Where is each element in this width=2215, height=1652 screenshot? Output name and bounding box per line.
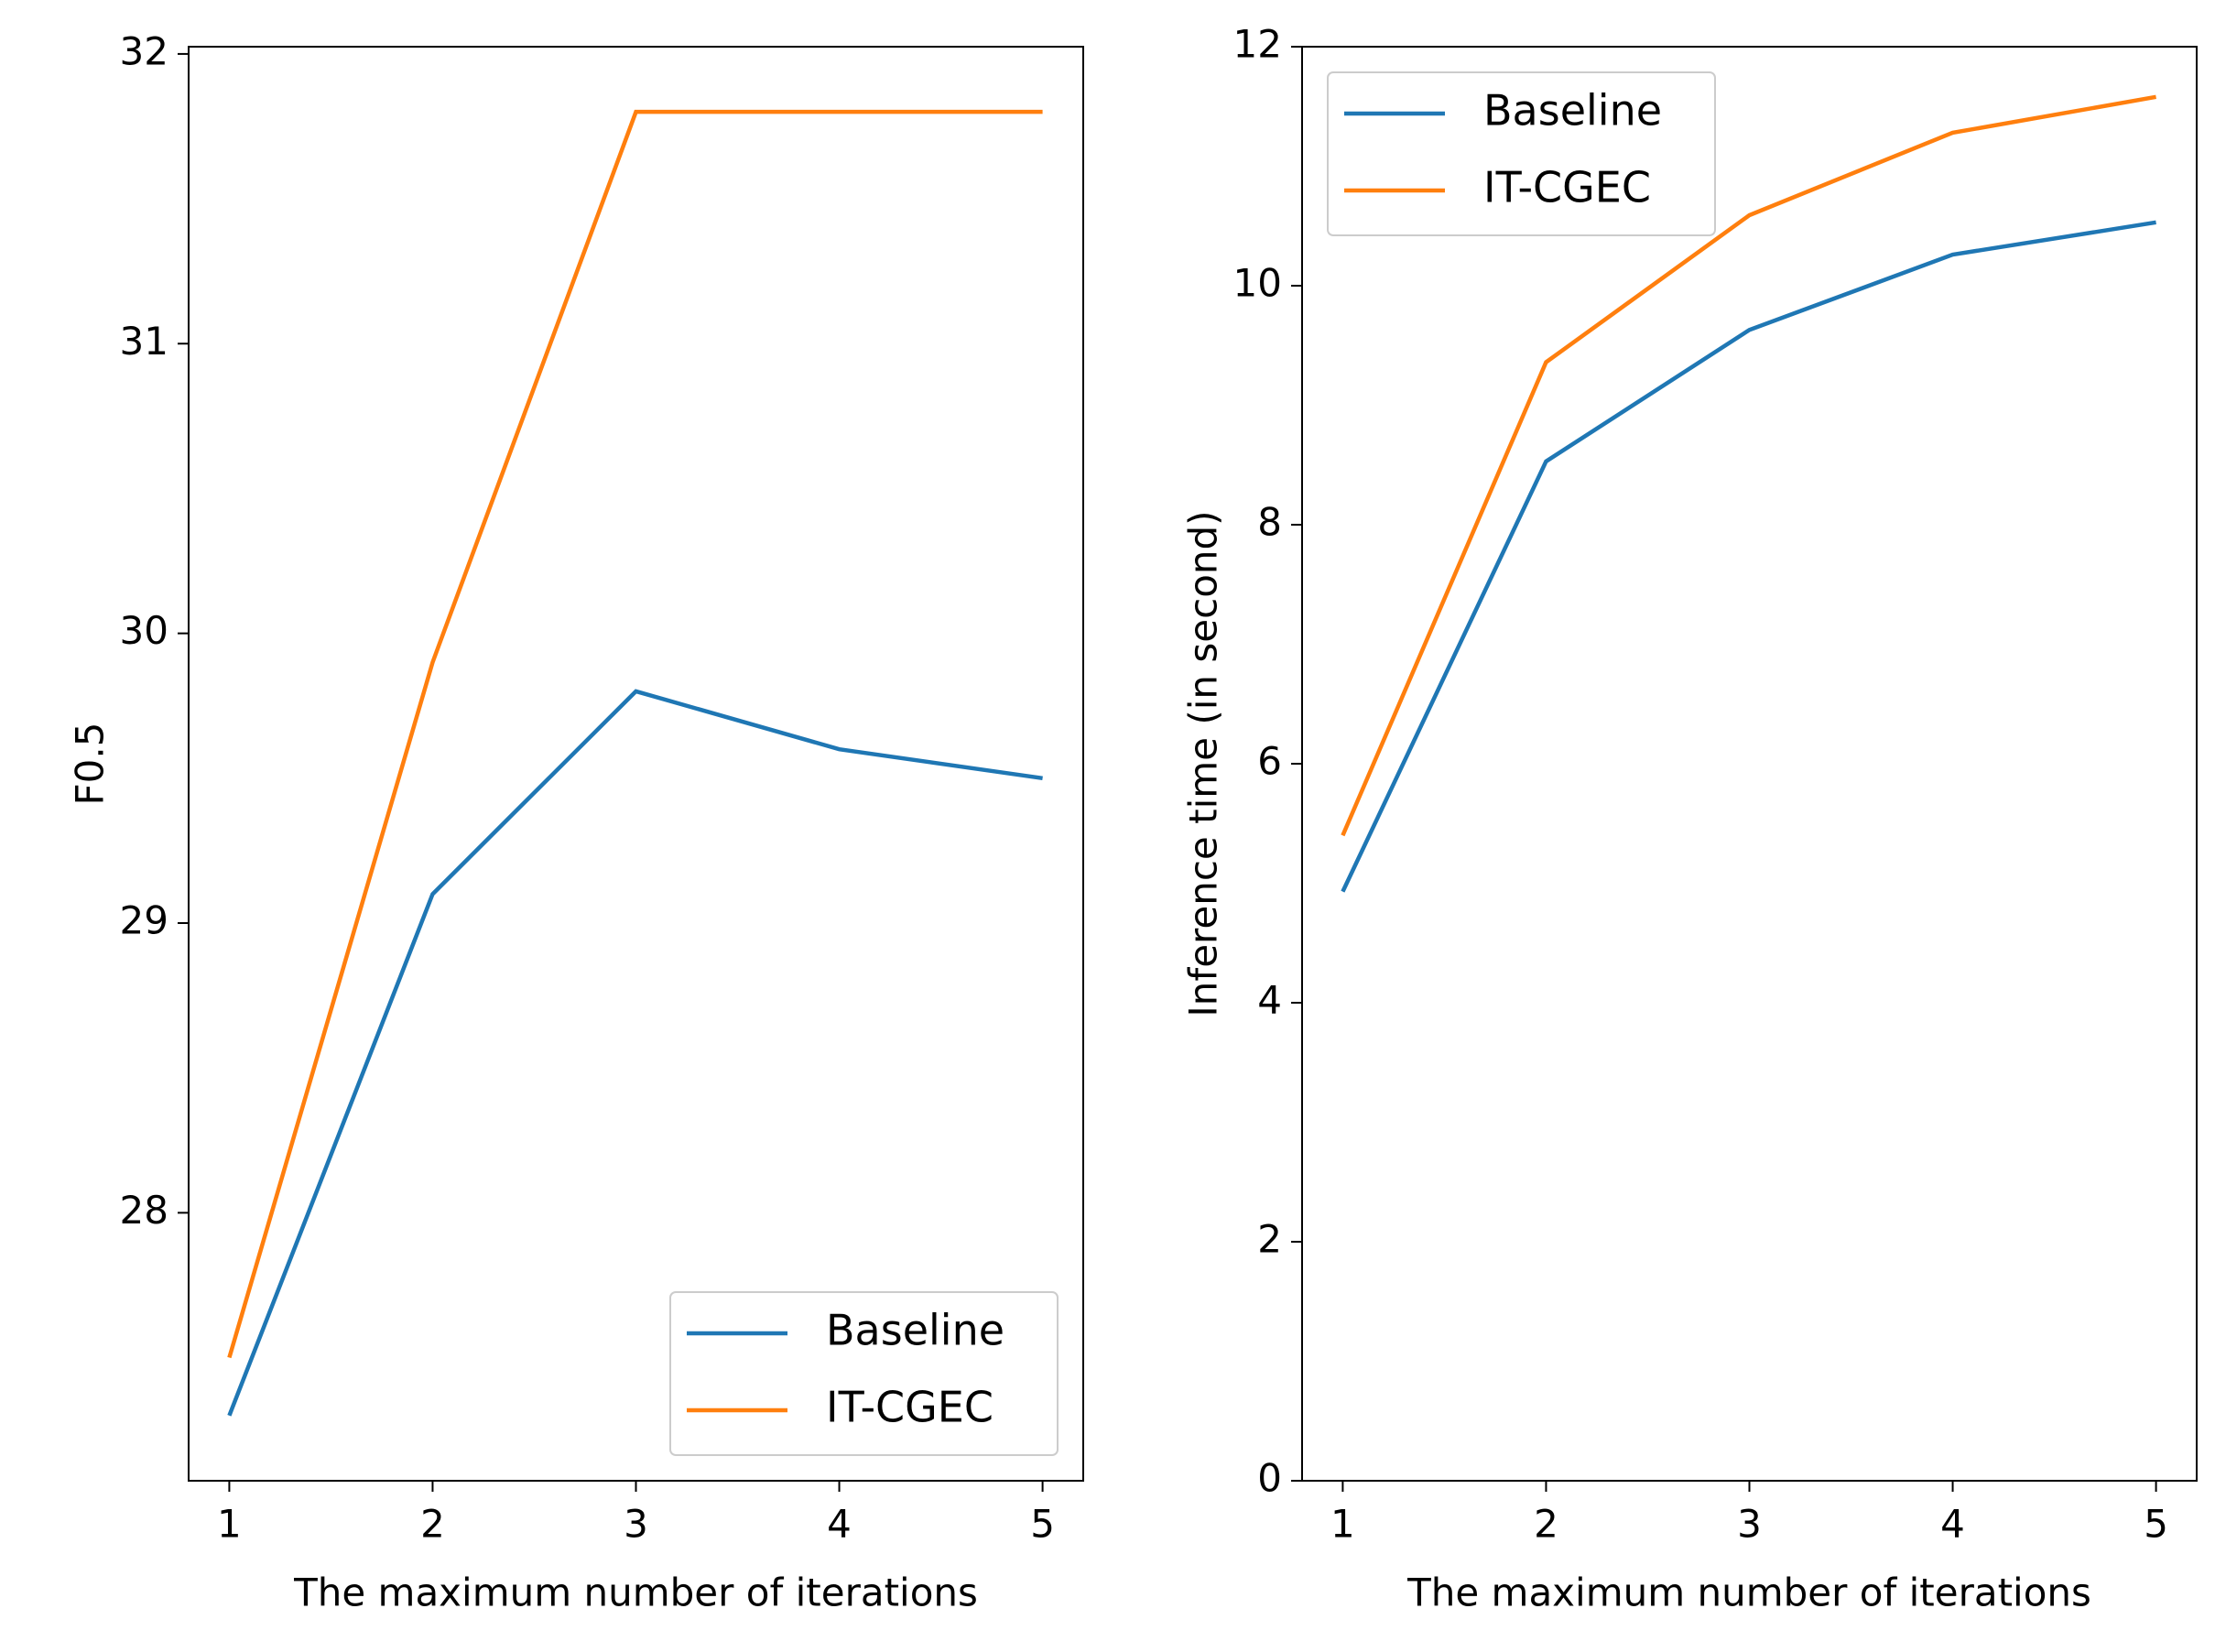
line-series bbox=[1341, 220, 2156, 893]
line-series bbox=[1341, 94, 2156, 837]
y-tick-label: 2 bbox=[1257, 1217, 1282, 1262]
x-tick-label: 3 bbox=[624, 1502, 648, 1547]
y-tick-label: 32 bbox=[120, 28, 168, 73]
y-tick-label: 12 bbox=[1233, 22, 1282, 67]
y-tick-label: 10 bbox=[1233, 261, 1282, 306]
plot-frame bbox=[1301, 46, 2198, 1482]
legend-label: Baseline bbox=[1483, 86, 1662, 136]
y-tick-label: 28 bbox=[120, 1188, 168, 1233]
x-axis-label: The maximum number of iterations bbox=[293, 1570, 978, 1615]
y-axis-label: F0.5 bbox=[68, 723, 113, 806]
x-tick-label: 5 bbox=[1030, 1502, 1055, 1547]
plot-frame bbox=[188, 46, 1084, 1482]
x-tick-label: 2 bbox=[1534, 1502, 1558, 1547]
x-tick-label: 2 bbox=[420, 1502, 445, 1547]
y-tick-label: 0 bbox=[1257, 1456, 1282, 1501]
legend-label: IT-CGEC bbox=[1483, 163, 1651, 212]
legend-label: Baseline bbox=[826, 1306, 1004, 1355]
y-axis-label: Inference time (in second) bbox=[1181, 510, 1226, 1016]
y-tick-label: 29 bbox=[120, 898, 168, 943]
y-tick-label: 8 bbox=[1257, 500, 1282, 545]
y-tick-label: 4 bbox=[1257, 978, 1282, 1023]
x-tick-label: 1 bbox=[1330, 1502, 1355, 1547]
x-tick-label: 5 bbox=[2144, 1502, 2168, 1547]
legend-label: IT-CGEC bbox=[826, 1383, 993, 1432]
y-tick-label: 31 bbox=[120, 319, 168, 364]
line-series bbox=[227, 109, 1043, 1359]
y-tick-label: 6 bbox=[1257, 739, 1282, 784]
line-series bbox=[227, 689, 1043, 1417]
x-tick-label: 3 bbox=[1737, 1502, 1762, 1547]
x-tick-label: 1 bbox=[217, 1502, 242, 1547]
x-axis-label: The maximum number of iterations bbox=[1406, 1570, 2091, 1615]
x-tick-label: 4 bbox=[827, 1502, 852, 1547]
y-tick-label: 30 bbox=[120, 608, 168, 653]
x-tick-label: 4 bbox=[1940, 1502, 1965, 1547]
